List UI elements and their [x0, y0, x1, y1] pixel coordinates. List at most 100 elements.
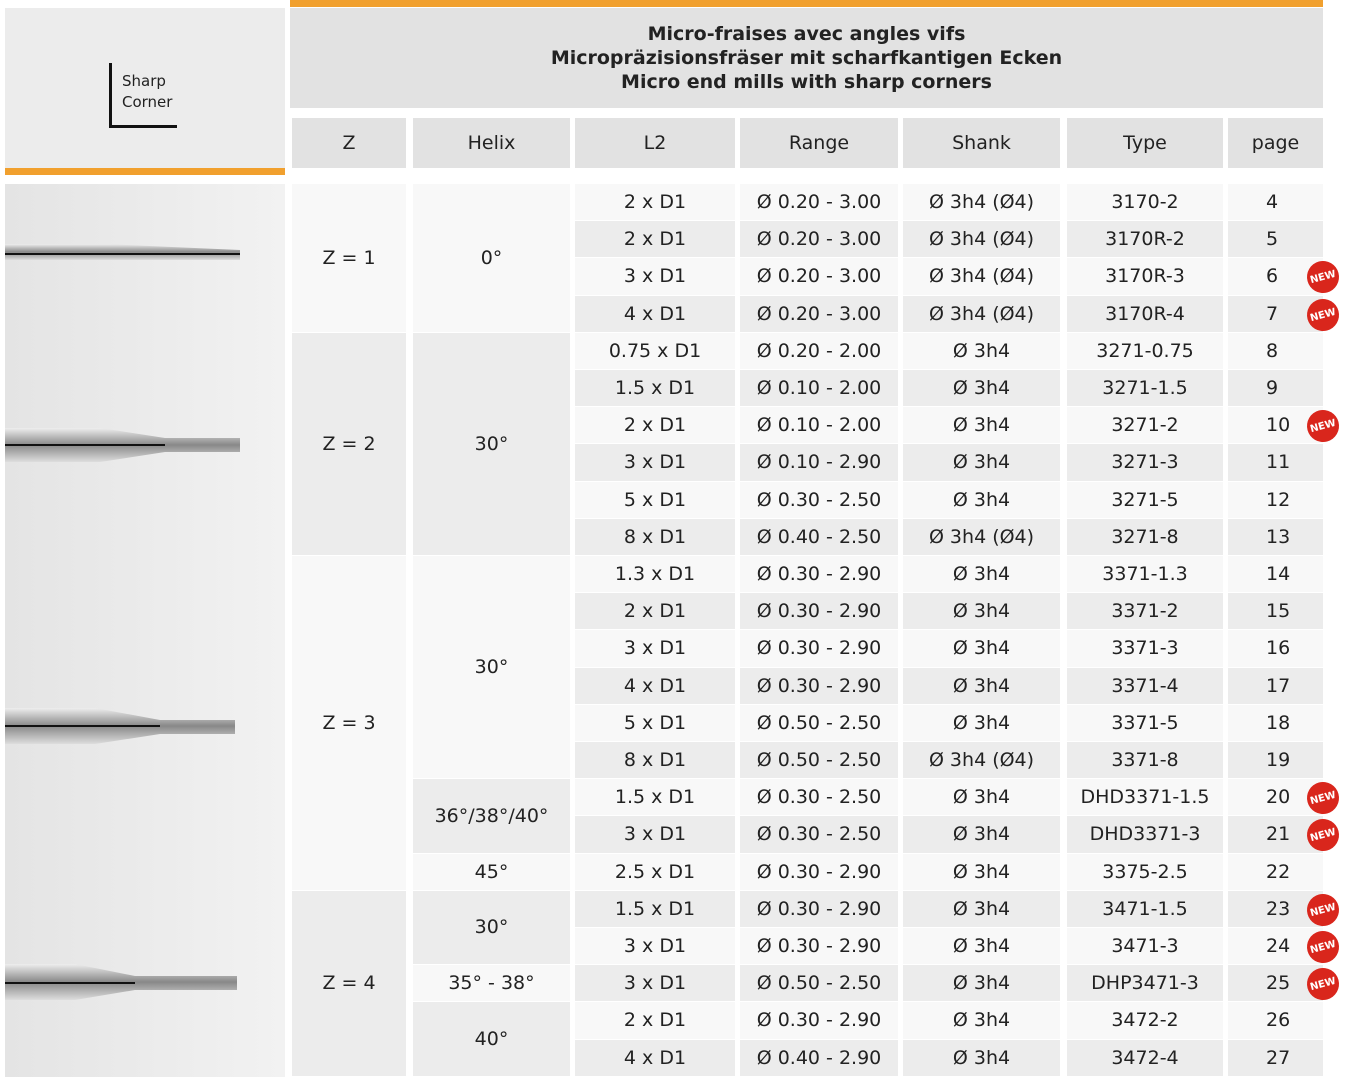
- cell-shank: Ø 3h4: [903, 556, 1060, 593]
- cell-type: 3472-4: [1067, 1039, 1223, 1076]
- cell-page: 15: [1228, 593, 1323, 630]
- cell-page: 11: [1228, 444, 1323, 481]
- cell-z: Z = 4: [292, 890, 406, 1076]
- left-header: Sharp Corner: [5, 8, 285, 168]
- cell-l2: 3 x D1: [575, 816, 735, 853]
- cell-page: 26: [1228, 1002, 1323, 1039]
- cell-l2: 3 x D1: [575, 965, 735, 1002]
- cell-l2: 2 x D1: [575, 184, 735, 221]
- tool-z2: [5, 428, 240, 462]
- tool-z3: [5, 708, 235, 744]
- cell-type: 3375-2.5: [1067, 853, 1223, 890]
- cell-range: Ø 0.30 - 2.90: [740, 667, 898, 704]
- cell-type: 3271-3: [1067, 444, 1223, 481]
- cell-range: Ø 0.50 - 2.50: [740, 965, 898, 1002]
- cell-shank: Ø 3h4 (Ø4): [903, 221, 1060, 258]
- column-header: Helix: [413, 118, 570, 168]
- cell-page: 10: [1228, 407, 1323, 444]
- cell-type: 3471-3: [1067, 928, 1223, 965]
- cell-range: Ø 0.20 - 2.00: [740, 332, 898, 369]
- cell-helix: 45°: [413, 853, 570, 890]
- column-header: Z: [292, 118, 406, 168]
- cell-l2: 1.5 x D1: [575, 370, 735, 407]
- cell-shank: Ø 3h4: [903, 630, 1060, 667]
- cell-l2: 5 x D1: [575, 481, 735, 518]
- cell-type: DHD3371-3: [1067, 816, 1223, 853]
- cell-helix: 40°: [413, 1002, 570, 1076]
- cell-shank: Ø 3h4: [903, 1002, 1060, 1039]
- cell-page: 8: [1228, 332, 1323, 369]
- cell-l2: 2 x D1: [575, 1002, 735, 1039]
- cell-range: Ø 0.30 - 2.90: [740, 1002, 898, 1039]
- cell-l2: 1.5 x D1: [575, 779, 735, 816]
- cell-page: 19: [1228, 742, 1323, 779]
- cell-type: 3271-8: [1067, 518, 1223, 555]
- cell-shank: Ø 3h4: [903, 332, 1060, 369]
- cell-shank: Ø 3h4: [903, 965, 1060, 1002]
- cell-shank: Ø 3h4: [903, 853, 1060, 890]
- cell-page: 5: [1228, 221, 1323, 258]
- cell-range: Ø 0.20 - 3.00: [740, 295, 898, 332]
- cell-type: DHP3471-3: [1067, 965, 1223, 1002]
- column-header: Range: [740, 118, 898, 168]
- cell-range: Ø 0.10 - 2.00: [740, 407, 898, 444]
- cell-l2: 3 x D1: [575, 928, 735, 965]
- tool-z1: [5, 244, 240, 260]
- cell-page: 17: [1228, 667, 1323, 704]
- cell-shank: Ø 3h4 (Ø4): [903, 295, 1060, 332]
- accent-bar: [5, 168, 285, 175]
- cell-helix: 30°: [413, 332, 570, 555]
- title-line: Micropräzisionsfräser mit scharfkantigen…: [550, 47, 1063, 69]
- cell-l2: 3 x D1: [575, 258, 735, 295]
- cell-page: 14: [1228, 556, 1323, 593]
- cell-z: Z = 1: [292, 184, 406, 332]
- cell-type: 3371-3: [1067, 630, 1223, 667]
- cell-l2: 1.3 x D1: [575, 556, 735, 593]
- cell-l2: 1.5 x D1: [575, 890, 735, 927]
- cell-type: 3371-1.3: [1067, 556, 1223, 593]
- cell-l2: 5 x D1: [575, 704, 735, 741]
- cell-l2: 3 x D1: [575, 630, 735, 667]
- cell-helix: 0°: [413, 184, 570, 332]
- cell-type: 3371-8: [1067, 742, 1223, 779]
- cell-l2: 2 x D1: [575, 221, 735, 258]
- cell-shank: Ø 3h4: [903, 481, 1060, 518]
- cell-page: 22: [1228, 853, 1323, 890]
- column-header: Shank: [903, 118, 1060, 168]
- cell-range: Ø 0.30 - 2.50: [740, 816, 898, 853]
- cell-shank: Ø 3h4: [903, 928, 1060, 965]
- cell-type: 3471-1.5: [1067, 890, 1223, 927]
- cell-type: 3271-2: [1067, 407, 1223, 444]
- cell-l2: 2.5 x D1: [575, 853, 735, 890]
- cell-shank: Ø 3h4: [903, 593, 1060, 630]
- column-header: page: [1228, 118, 1323, 168]
- cell-shank: Ø 3h4 (Ø4): [903, 518, 1060, 555]
- cell-l2: 8 x D1: [575, 518, 735, 555]
- cell-type: DHD3371-1.5: [1067, 779, 1223, 816]
- cell-range: Ø 0.10 - 2.90: [740, 444, 898, 481]
- cell-shank: Ø 3h4: [903, 444, 1060, 481]
- cell-type: 3472-2: [1067, 1002, 1223, 1039]
- cell-shank: Ø 3h4: [903, 779, 1060, 816]
- cell-helix: 36°/38°/40°: [413, 779, 570, 853]
- cell-type: 3170R-2: [1067, 221, 1223, 258]
- cell-range: Ø 0.50 - 2.50: [740, 742, 898, 779]
- cell-l2: 8 x D1: [575, 742, 735, 779]
- tool-z4: [5, 964, 237, 1000]
- cell-type: 3271-0.75: [1067, 332, 1223, 369]
- cell-page: 27: [1228, 1039, 1323, 1076]
- cell-range: Ø 0.30 - 2.50: [740, 481, 898, 518]
- cell-page: 13: [1228, 518, 1323, 555]
- cell-page: 18: [1228, 704, 1323, 741]
- cell-z: Z = 2: [292, 332, 406, 555]
- cell-range: Ø 0.30 - 2.90: [740, 593, 898, 630]
- cell-helix: 35° - 38°: [413, 965, 570, 1002]
- title-line: Micro end mills with sharp corners: [621, 71, 992, 93]
- cell-page: 12: [1228, 481, 1323, 518]
- cell-type: 3371-5: [1067, 704, 1223, 741]
- tool-panel: [5, 184, 285, 1077]
- tool-images: [5, 244, 240, 1000]
- column-header: Type: [1067, 118, 1223, 168]
- cell-type: 3170-2: [1067, 184, 1223, 221]
